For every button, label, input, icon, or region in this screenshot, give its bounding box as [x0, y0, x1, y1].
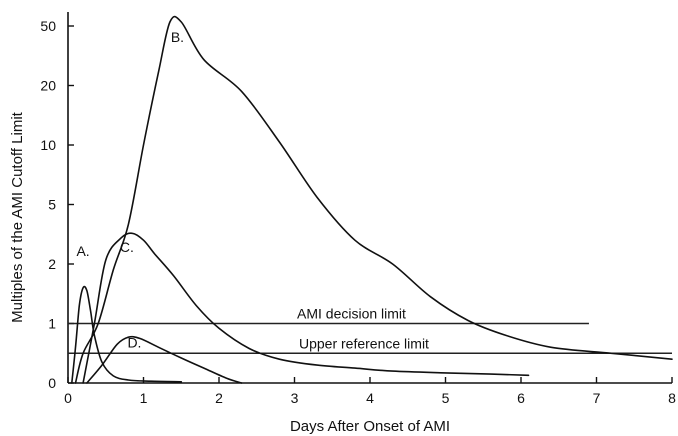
y-axis-label: Multiples of the AMI Cutoff Limit	[9, 111, 26, 322]
x-tick-label: 6	[517, 390, 525, 406]
x-tick-label: 1	[140, 390, 148, 406]
x-axis-ticks: 0 1 2 3 4 5 6 7 8	[64, 377, 676, 406]
axes	[67, 12, 672, 384]
x-tick-label: 0	[64, 390, 72, 406]
series-labels: A. B. C. D.	[76, 29, 184, 350]
x-tick-label: 7	[593, 390, 601, 406]
y-tick-label: 2	[48, 256, 56, 272]
series-curves	[71, 15, 673, 384]
y-tick-label: 1	[48, 316, 56, 332]
x-tick-label: 2	[215, 390, 223, 406]
x-axis-label: Days After Onset of AMI	[290, 418, 450, 435]
y-tick-label: 0	[48, 375, 56, 391]
y-tick-label: 50	[40, 18, 56, 34]
reference-lines: AMI decision limit Upper reference limit	[68, 306, 672, 354]
label-c: C.	[120, 239, 134, 255]
x-tick-label: 5	[442, 390, 450, 406]
label-d: D.	[127, 334, 141, 350]
ami-decision-limit-label: AMI decision limit	[297, 306, 406, 322]
label-a: A.	[76, 243, 89, 259]
x-tick-label: 4	[366, 390, 374, 406]
curve-c	[82, 232, 530, 384]
x-tick-label: 8	[668, 390, 676, 406]
y-tick-label: 10	[40, 137, 56, 153]
y-tick-label: 5	[48, 197, 56, 213]
upper-reference-limit-label: Upper reference limit	[299, 335, 429, 351]
curve-b	[74, 15, 673, 384]
curve-a	[71, 285, 183, 384]
y-tick-label: 20	[40, 78, 56, 94]
y-axis-ticks: 0 1 2 5 10 20 50	[40, 18, 74, 391]
label-b: B.	[171, 29, 184, 45]
curve-d	[86, 335, 243, 384]
x-tick-label: 3	[291, 390, 299, 406]
